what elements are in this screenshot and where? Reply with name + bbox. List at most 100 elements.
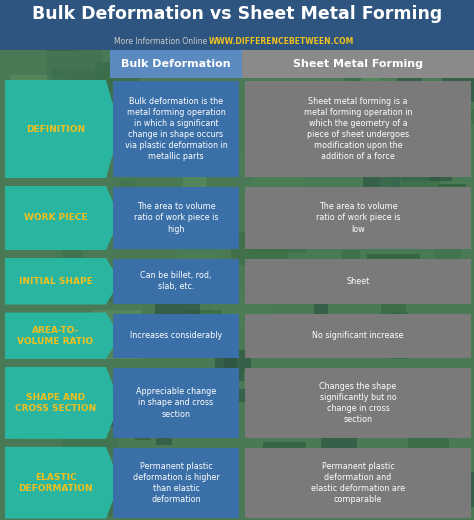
FancyBboxPatch shape [68,498,90,513]
FancyBboxPatch shape [40,0,57,33]
FancyBboxPatch shape [242,50,474,78]
Text: Bulk Deformation vs Sheet Metal Forming: Bulk Deformation vs Sheet Metal Forming [32,5,442,23]
FancyBboxPatch shape [187,309,222,355]
FancyBboxPatch shape [124,18,146,33]
Text: Increases considerably: Increases considerably [130,331,222,340]
FancyBboxPatch shape [0,0,474,50]
FancyBboxPatch shape [81,198,120,226]
Polygon shape [5,367,120,439]
FancyBboxPatch shape [95,62,140,102]
FancyBboxPatch shape [404,377,418,398]
FancyBboxPatch shape [198,374,226,399]
FancyBboxPatch shape [66,268,125,302]
Text: No significant increase: No significant increase [312,331,404,340]
Text: Bulk deformation is the
metal forming operation
in which a significant
change in: Bulk deformation is the metal forming op… [125,97,228,161]
FancyBboxPatch shape [215,352,237,391]
FancyBboxPatch shape [252,171,305,205]
Text: INITIAL SHAPE: INITIAL SHAPE [18,277,92,286]
FancyBboxPatch shape [392,167,440,191]
FancyBboxPatch shape [383,333,441,355]
FancyBboxPatch shape [382,281,406,319]
FancyBboxPatch shape [245,81,471,177]
Text: Sheet Metal Forming: Sheet Metal Forming [293,59,423,69]
Text: Bulk Deformation: Bulk Deformation [121,59,231,69]
Text: WORK PIECE: WORK PIECE [24,214,87,223]
Polygon shape [5,313,120,359]
FancyBboxPatch shape [422,33,458,56]
FancyBboxPatch shape [93,310,142,359]
FancyBboxPatch shape [113,368,239,438]
FancyBboxPatch shape [135,430,151,440]
Text: More Information Online: More Information Online [114,36,207,45]
Polygon shape [5,186,120,250]
Text: Sheet: Sheet [346,277,370,286]
FancyBboxPatch shape [113,448,239,517]
FancyBboxPatch shape [73,382,113,427]
FancyBboxPatch shape [137,100,157,138]
FancyBboxPatch shape [62,236,83,272]
FancyBboxPatch shape [345,74,360,120]
Text: The area to volume
ratio of work piece is
high: The area to volume ratio of work piece i… [134,202,218,233]
FancyBboxPatch shape [120,178,135,213]
FancyBboxPatch shape [10,75,65,90]
FancyBboxPatch shape [110,50,242,78]
FancyBboxPatch shape [232,154,289,175]
Text: ELASTIC
DEFORMATION: ELASTIC DEFORMATION [18,473,93,493]
FancyBboxPatch shape [113,81,239,177]
FancyBboxPatch shape [442,60,474,102]
FancyBboxPatch shape [434,239,461,270]
FancyBboxPatch shape [367,254,420,292]
FancyBboxPatch shape [245,187,471,249]
FancyBboxPatch shape [95,479,144,516]
FancyBboxPatch shape [224,350,251,381]
FancyBboxPatch shape [231,232,288,265]
Text: The area to volume
ratio of work piece is
low: The area to volume ratio of work piece i… [316,202,400,233]
FancyBboxPatch shape [72,133,104,158]
Text: DEFINITION: DEFINITION [26,124,85,134]
FancyBboxPatch shape [362,70,397,105]
FancyBboxPatch shape [113,314,239,358]
FancyBboxPatch shape [206,0,261,4]
FancyBboxPatch shape [380,73,422,115]
Text: Sheet metal forming is a
metal forming operation in
which the geometry of a
piec: Sheet metal forming is a metal forming o… [304,97,412,161]
FancyBboxPatch shape [299,317,313,332]
FancyBboxPatch shape [263,443,306,463]
Polygon shape [5,447,120,518]
FancyBboxPatch shape [177,254,220,298]
FancyBboxPatch shape [314,286,328,326]
FancyBboxPatch shape [213,291,270,327]
FancyBboxPatch shape [113,259,239,304]
FancyBboxPatch shape [47,32,102,81]
FancyBboxPatch shape [395,112,420,156]
FancyBboxPatch shape [156,411,172,445]
FancyBboxPatch shape [245,368,471,438]
FancyBboxPatch shape [408,437,449,451]
FancyBboxPatch shape [210,389,248,402]
FancyBboxPatch shape [334,81,367,114]
Polygon shape [5,258,120,305]
FancyBboxPatch shape [52,69,101,89]
Text: AREA-TO-
VOLUME RATIO: AREA-TO- VOLUME RATIO [18,326,93,346]
Text: Permanent plastic
deformation and
elastic deformation are
comparable: Permanent plastic deformation and elasti… [311,462,405,504]
FancyBboxPatch shape [423,86,443,115]
FancyBboxPatch shape [438,184,466,218]
FancyBboxPatch shape [244,370,301,387]
FancyBboxPatch shape [40,274,52,304]
FancyBboxPatch shape [55,140,88,173]
FancyBboxPatch shape [254,224,307,253]
FancyBboxPatch shape [380,170,429,211]
FancyBboxPatch shape [369,126,401,147]
FancyBboxPatch shape [341,262,383,295]
Text: Can be billet, rod,
slab, etc.: Can be billet, rod, slab, etc. [140,271,212,291]
FancyBboxPatch shape [314,194,363,230]
FancyBboxPatch shape [402,149,453,180]
FancyBboxPatch shape [46,33,79,50]
FancyBboxPatch shape [342,250,360,280]
Polygon shape [5,80,120,178]
FancyBboxPatch shape [403,478,422,498]
FancyBboxPatch shape [50,470,90,485]
FancyBboxPatch shape [463,109,474,124]
FancyBboxPatch shape [182,172,206,187]
Text: Appreciable change
in shape and cross
section: Appreciable change in shape and cross se… [136,387,216,419]
Text: Changes the shape
significantly but no
change in cross
section: Changes the shape significantly but no c… [319,382,397,424]
